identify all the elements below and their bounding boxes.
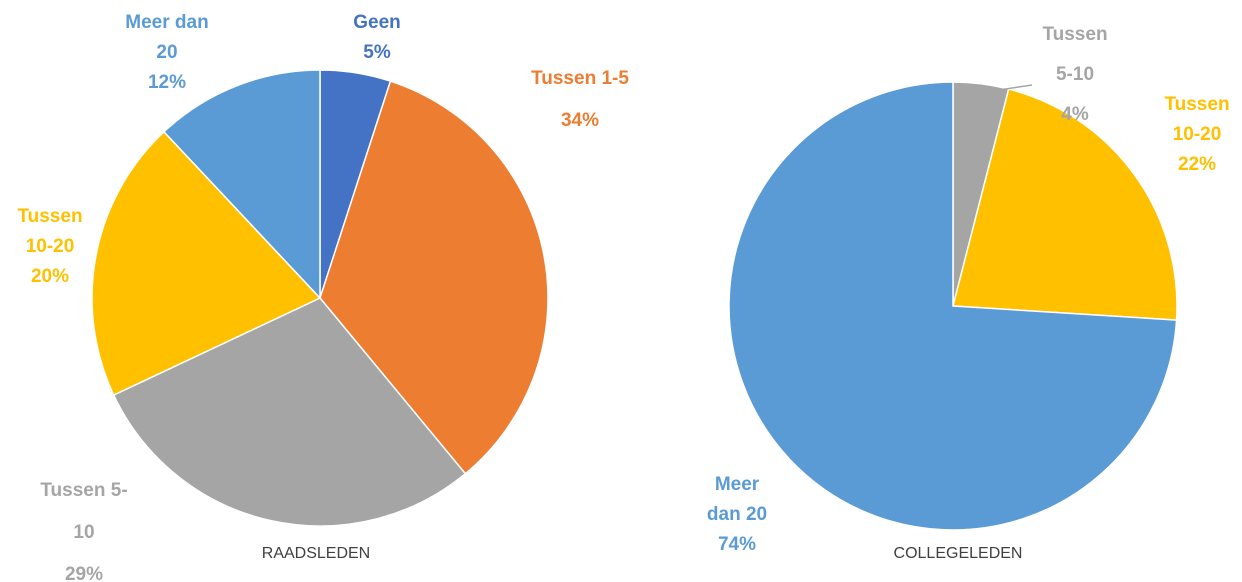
data-label: Meer dan 20 12% (122, 8, 212, 98)
leader-line (991, 84, 1033, 92)
data-label: Tussen 5-10 4% (1035, 15, 1115, 135)
category-label: Meer dan 20 (125, 12, 209, 63)
pie-slice (91, 130, 322, 397)
value-label: 5% (363, 42, 391, 63)
value-label: 4% (1061, 104, 1089, 125)
category-label: Tussen 10-20 (1164, 94, 1230, 145)
category-label: Geen (353, 12, 401, 33)
data-label: Geen 5% (332, 8, 422, 68)
category-label: Tussen 10-20 (17, 206, 83, 257)
data-label: Meer dan 20 74% (702, 470, 772, 560)
pie-slice (728, 81, 1178, 531)
value-label: 29% (64, 564, 104, 582)
pie-slice (162, 69, 321, 300)
pie-slice (952, 88, 1178, 321)
chart-title: RAADSLEDEN (261, 545, 371, 562)
data-label: Tussen 1-5 34% (530, 58, 630, 142)
pie-slice (319, 80, 549, 475)
pie-slice (112, 297, 467, 527)
category-label: Meer dan 20 (706, 474, 768, 525)
data-label: Tussen 5-10 29% (34, 470, 134, 582)
value-label: 20% (30, 266, 70, 287)
chart-title: COLLEGELEDEN (893, 545, 1023, 562)
value-label: 12% (147, 72, 187, 93)
data-label: Tussen 10-20 20% (10, 202, 90, 292)
value-label: 22% (1177, 154, 1217, 175)
value-label: 34% (560, 110, 600, 131)
category-label: Tussen 5-10 (40, 480, 128, 543)
category-label: Tussen 5-10 (1042, 24, 1108, 85)
value-label: 74% (717, 534, 757, 555)
category-label: Tussen 1-5 (531, 68, 629, 89)
data-label: Tussen 10-20 22% (1157, 90, 1237, 180)
